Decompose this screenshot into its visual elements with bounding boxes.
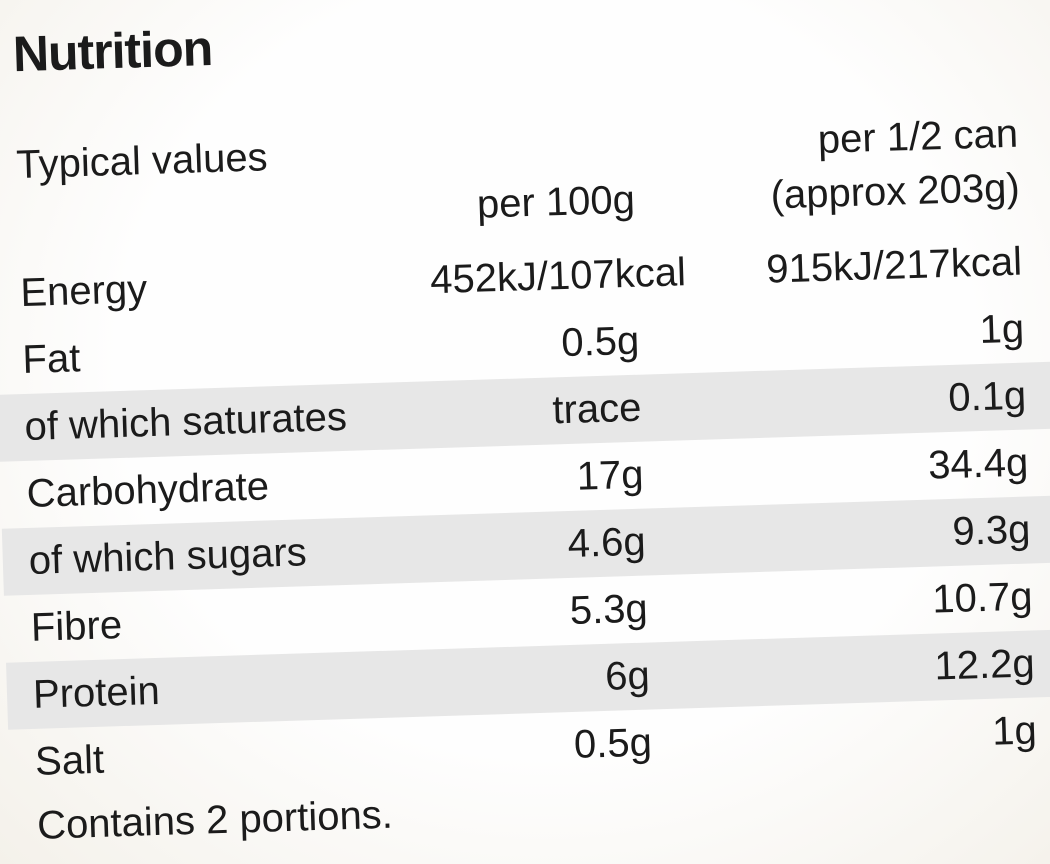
value-per-100g: 452kJ/107kcal [429, 249, 687, 302]
nutrient-name: Energy [19, 266, 148, 315]
value-per-half-can: 1g [991, 707, 1038, 754]
nutrient-name: Fibre [30, 602, 123, 650]
nutrition-table-body: Energy 452kJ/107kcal 915kJ/217kcal Fat 0… [0, 227, 1050, 796]
nutrient-name: of which sugars [28, 529, 308, 583]
value-per-half-can: 1g [978, 306, 1025, 352]
per-half-can-line2: (approx 203g) [769, 165, 1021, 217]
typical-values-label: Typical values [15, 134, 269, 187]
nutrient-name: Salt [34, 737, 105, 784]
value-per-100g: 17g [576, 452, 645, 499]
nutrient-name: Fat [21, 335, 81, 382]
value-per-half-can: 9.3g [951, 506, 1032, 554]
value-per-half-can: 0.1g [947, 373, 1027, 420]
value-per-half-can: 10.7g [931, 573, 1034, 622]
value-per-100g: trace [551, 385, 643, 432]
value-per-half-can: 12.2g [933, 640, 1036, 689]
per-100g-column-header: per 100g [476, 177, 636, 227]
nutrition-table-header: Typical values per 100g per 1/2 can (app… [0, 105, 1050, 246]
per-half-can-column-header: per 1/2 can (approx 203g) [632, 106, 1020, 226]
value-per-100g: 5.3g [569, 586, 649, 633]
value-per-100g: 4.6g [567, 519, 647, 566]
value-per-100g: 0.5g [560, 318, 640, 365]
nutrient-name: of which saturates [23, 394, 348, 449]
nutrition-title: Nutrition [12, 19, 213, 83]
value-per-100g: 0.5g [573, 719, 653, 767]
value-per-half-can: 34.4g [927, 440, 1029, 488]
nutrient-name: Carbohydrate [26, 463, 270, 516]
value-per-half-can: 915kJ/217kcal [765, 239, 1023, 292]
nutrient-name: Protein [32, 668, 161, 717]
value-per-100g: 6g [604, 653, 651, 699]
